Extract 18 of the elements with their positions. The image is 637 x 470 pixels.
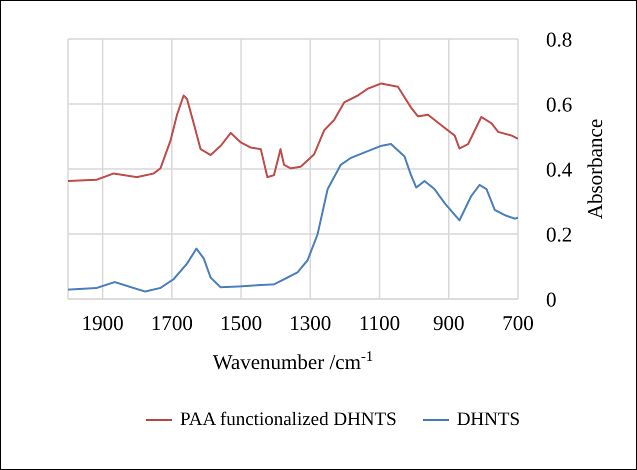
x-tick-label: 1100	[358, 310, 400, 335]
x-tick-label: 1500	[220, 310, 262, 335]
y-axis-title: Absorbance	[583, 118, 607, 220]
x-tick-label: 1700	[150, 310, 193, 335]
x-tick-label: 1300	[289, 310, 332, 335]
y-tick-label: 0.8	[546, 27, 572, 52]
line-series	[68, 142, 518, 293]
x-tick-label: 700	[502, 310, 534, 335]
legend-label: PAA functionalized DHNTS	[180, 409, 397, 431]
x-axis-title: Wavenumber /cm$^{-1}$	[212, 349, 374, 374]
y-tick-label: 0.4	[546, 157, 573, 182]
line-series	[68, 82, 518, 182]
x-tick-label: 1900	[82, 310, 124, 335]
legend-label: DHNTS	[456, 409, 520, 431]
y-tick-label: 0	[546, 287, 556, 312]
y-tick-label: 0.6	[546, 92, 572, 116]
x-tick-label: 900	[433, 310, 465, 335]
y-tick-label: 0.2	[546, 222, 572, 246]
